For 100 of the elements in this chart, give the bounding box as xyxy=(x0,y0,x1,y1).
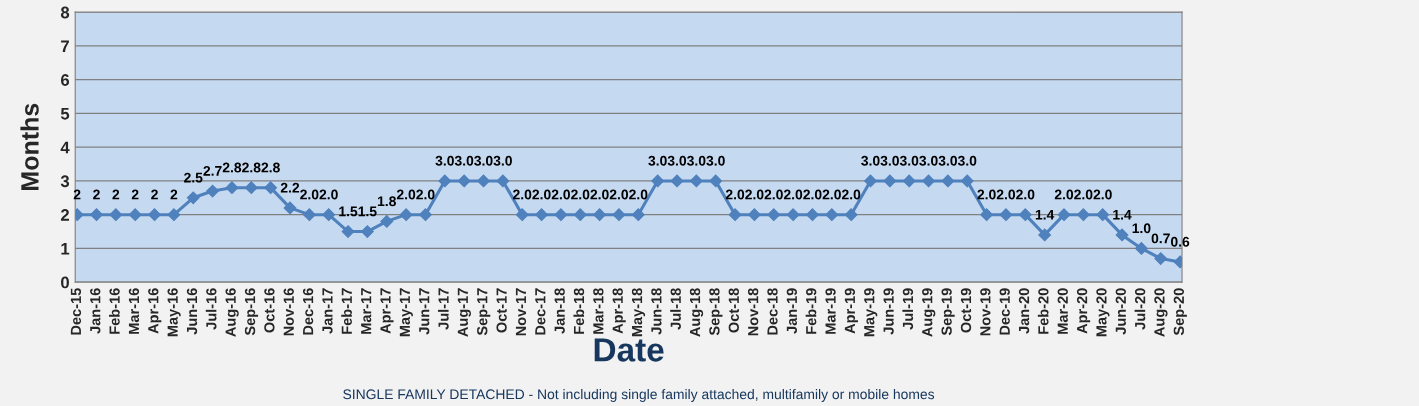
y-tick-label: 5 xyxy=(60,108,70,120)
data-label: 2.0 xyxy=(725,189,745,200)
x-tick-label: Jan-18 xyxy=(554,288,565,334)
point xyxy=(612,208,626,222)
data-label: 2 xyxy=(170,189,178,200)
x-tick-label: Sep-19 xyxy=(941,288,955,336)
data-label: 2.0 xyxy=(396,189,416,200)
data-label: 2.0 xyxy=(745,189,764,200)
y-axis-title: Months xyxy=(20,103,39,190)
point xyxy=(883,174,897,188)
point xyxy=(864,174,877,188)
x-tick-label: Apr-17 xyxy=(380,288,394,334)
x-tick-label: Nov-17 xyxy=(515,288,527,336)
x-tick-label: Jul-17 xyxy=(437,288,449,330)
x-tick-label: Jun-17 xyxy=(419,288,430,335)
point xyxy=(573,208,587,222)
x-tick-label: Apr-19 xyxy=(844,288,858,334)
data-label: 3.0 xyxy=(919,155,938,166)
data-label: 2.0 xyxy=(803,189,822,200)
point xyxy=(341,225,355,238)
data-label: 3.0 xyxy=(687,155,706,166)
point xyxy=(1076,208,1090,222)
point xyxy=(477,174,490,188)
x-tick-label: May-18 xyxy=(631,288,646,337)
data-label: 1.4 xyxy=(1035,209,1055,220)
x-tick-label: Jun-19 xyxy=(883,288,894,335)
x-tick-label: Dec-15 xyxy=(70,288,82,335)
data-label: 0.6 xyxy=(1170,236,1190,247)
point xyxy=(399,208,413,222)
point xyxy=(941,174,955,188)
x-tick-label: Aug-19 xyxy=(922,288,936,337)
data-label: 2.0 xyxy=(551,189,570,200)
point xyxy=(244,181,258,195)
data-label: 3.0 xyxy=(667,155,687,166)
data-label: 2.0 xyxy=(1093,189,1112,200)
x-tick-label: Jun-18 xyxy=(651,288,662,335)
data-label: 3.0 xyxy=(648,155,667,166)
x-tick-label: Feb-20 xyxy=(1037,288,1049,334)
x-tick-label: Aug-16 xyxy=(225,288,239,337)
point xyxy=(419,208,432,222)
x-tick-label: Dec-18 xyxy=(767,288,778,335)
data-label: 2.0 xyxy=(977,189,996,200)
x-tick-label: Sep-17 xyxy=(477,288,491,336)
data-label: 2.0 xyxy=(319,189,338,200)
data-label: 3.0 xyxy=(899,155,919,166)
point xyxy=(264,181,278,195)
x-tick-label: Apr-16 xyxy=(148,288,162,334)
data-label: 2 xyxy=(151,189,158,200)
y-tick-label: 1 xyxy=(61,242,70,255)
point xyxy=(999,208,1013,222)
x-tick-label: Oct-19 xyxy=(960,288,972,333)
point xyxy=(360,225,374,238)
data-label: 2.0 xyxy=(590,189,609,200)
data-label: 3.0 xyxy=(957,155,977,166)
data-label: 2.0 xyxy=(1054,189,1074,200)
data-label: 2.0 xyxy=(300,189,319,200)
x-axis-title: Date xyxy=(594,338,664,362)
point xyxy=(1038,228,1052,242)
point xyxy=(1154,252,1168,265)
data-label: 2.0 xyxy=(1074,189,1093,200)
point xyxy=(960,174,974,188)
data-label: 3.0 xyxy=(493,155,512,166)
x-tick-label: May-17 xyxy=(399,288,413,337)
data-label: 3.0 xyxy=(435,155,454,166)
x-tick-label: Apr-18 xyxy=(612,288,626,334)
x-tick-label: Oct-16 xyxy=(264,288,275,333)
y-tick-label: 8 xyxy=(60,6,70,19)
data-label: 2.8 xyxy=(242,162,261,173)
point xyxy=(438,174,452,188)
x-tick-label: Jul-18 xyxy=(670,288,681,330)
x-tick-label: Sep-20 xyxy=(1173,288,1187,336)
x-tick-label: Nov-18 xyxy=(747,288,759,336)
point xyxy=(593,208,606,222)
point xyxy=(322,208,336,222)
point xyxy=(206,184,219,198)
y-tick-label: 6 xyxy=(60,74,70,86)
point xyxy=(844,208,858,222)
point xyxy=(535,208,548,222)
data-label: 3.0 xyxy=(706,155,725,166)
point xyxy=(1057,208,1071,222)
x-tick-label: Feb-16 xyxy=(109,288,120,334)
x-tick-label: Jan-17 xyxy=(322,288,333,334)
point xyxy=(806,208,819,222)
point xyxy=(709,174,723,188)
data-label: 1.8 xyxy=(377,196,396,207)
data-label: 2.0 xyxy=(764,189,783,200)
x-tick-label: Aug-18 xyxy=(689,288,704,337)
x-tick-label: Apr-20 xyxy=(1076,288,1091,334)
point xyxy=(496,174,510,188)
x-tick-label: Mar-19 xyxy=(825,288,836,334)
text: SINGLE FAMILY DETACHED - Not including single family attached, multifamily or mobile homes xyxy=(343,388,935,402)
x-tick-label: Mar-16 xyxy=(128,288,140,334)
point xyxy=(728,208,742,222)
x-tick-label: Jul-20 xyxy=(1134,288,1146,330)
data-label: 2.7 xyxy=(203,165,222,176)
data-label: 0.7 xyxy=(1151,233,1170,244)
x-tick-label: Mar-17 xyxy=(361,288,372,334)
point xyxy=(148,208,161,222)
y-tick-label: 0 xyxy=(61,276,69,289)
x-tick-label: Dec-19 xyxy=(999,288,1010,335)
